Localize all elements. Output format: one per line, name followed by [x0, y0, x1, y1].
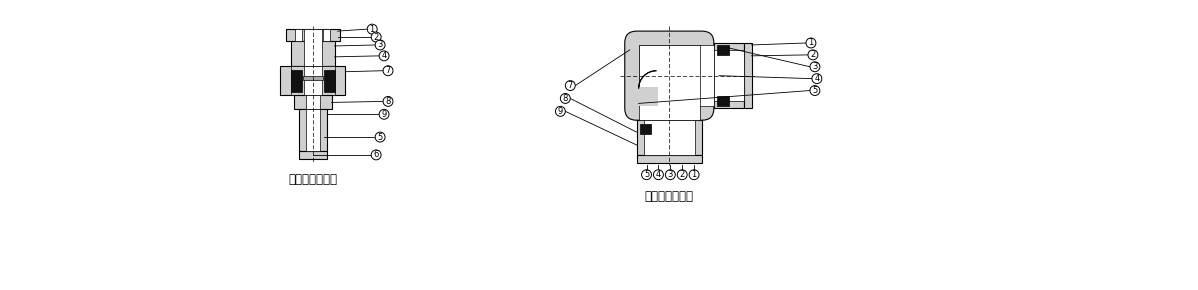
Circle shape	[810, 86, 819, 95]
Circle shape	[642, 170, 652, 180]
Bar	[294, 95, 332, 109]
Circle shape	[810, 62, 819, 72]
Circle shape	[806, 38, 816, 48]
Bar	[639, 45, 700, 120]
Text: 8: 8	[386, 97, 391, 106]
Text: 9: 9	[558, 107, 563, 116]
Circle shape	[368, 24, 377, 34]
Bar	[291, 41, 334, 66]
Text: 5: 5	[377, 133, 382, 142]
Circle shape	[379, 109, 389, 119]
Circle shape	[812, 74, 822, 84]
Bar	[300, 151, 327, 159]
Text: 2: 2	[810, 50, 816, 59]
Bar	[280, 66, 345, 95]
Text: 7: 7	[568, 81, 573, 90]
Circle shape	[677, 170, 688, 180]
Bar	[304, 29, 322, 66]
Circle shape	[383, 66, 393, 76]
Bar	[303, 76, 322, 80]
Text: 9: 9	[381, 110, 387, 119]
Circle shape	[653, 170, 664, 180]
Bar	[643, 120, 695, 155]
Bar	[300, 109, 327, 151]
Text: 3: 3	[377, 41, 383, 50]
Circle shape	[383, 97, 393, 106]
Bar	[716, 45, 728, 55]
Bar	[636, 120, 702, 155]
Text: 3: 3	[812, 62, 817, 71]
Text: 3: 3	[667, 170, 673, 179]
Bar	[296, 29, 302, 41]
Text: 1: 1	[809, 39, 813, 48]
Bar	[305, 95, 320, 109]
Bar	[716, 97, 728, 106]
Bar	[304, 66, 322, 95]
Text: 4: 4	[815, 74, 819, 83]
Bar	[291, 66, 334, 95]
Text: 8: 8	[563, 94, 568, 103]
Circle shape	[379, 51, 389, 61]
Bar	[636, 155, 702, 163]
Circle shape	[556, 106, 565, 116]
Text: 2: 2	[679, 170, 685, 179]
Circle shape	[689, 170, 698, 180]
Bar	[323, 70, 334, 92]
Circle shape	[371, 150, 381, 160]
Polygon shape	[639, 87, 659, 106]
Text: 7: 7	[386, 66, 391, 75]
Bar	[714, 50, 744, 102]
Circle shape	[371, 32, 381, 42]
Text: 2: 2	[374, 32, 379, 41]
Circle shape	[375, 40, 385, 50]
Circle shape	[807, 50, 818, 60]
Text: 4: 4	[655, 170, 661, 179]
Text: ハーフユニオン: ハーフユニオン	[289, 173, 338, 186]
Bar	[286, 29, 339, 41]
Text: 5: 5	[643, 170, 649, 179]
Circle shape	[665, 170, 676, 180]
Bar	[305, 109, 320, 151]
Text: 1: 1	[691, 170, 697, 179]
Text: 4: 4	[381, 51, 387, 60]
Bar	[291, 70, 302, 92]
Bar	[323, 29, 331, 41]
Text: 5: 5	[812, 86, 817, 95]
Text: 6: 6	[374, 151, 379, 160]
Text: エルボユニオン: エルボユニオン	[645, 190, 694, 203]
Bar	[744, 43, 751, 108]
Circle shape	[375, 132, 385, 142]
Circle shape	[561, 93, 570, 104]
Bar	[639, 45, 714, 106]
Circle shape	[565, 81, 575, 90]
FancyBboxPatch shape	[624, 31, 714, 120]
Bar	[640, 124, 652, 134]
Text: 1: 1	[369, 25, 375, 34]
Bar	[714, 43, 744, 108]
